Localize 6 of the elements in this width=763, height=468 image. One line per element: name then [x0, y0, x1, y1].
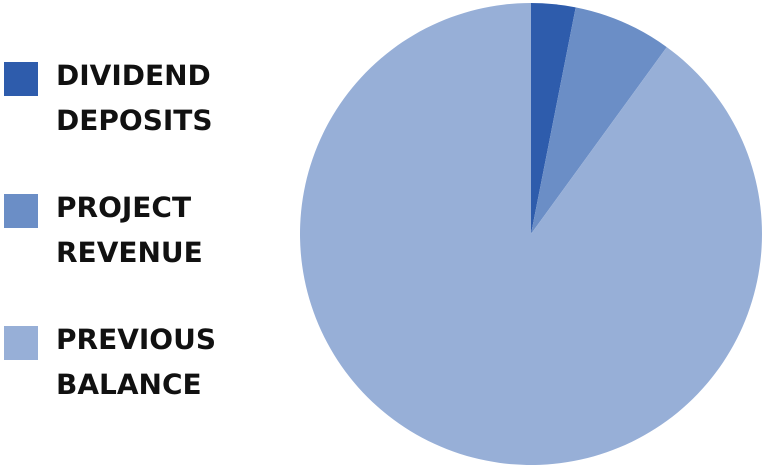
- legend-label: DIVIDEND DEPOSITS: [56, 59, 213, 137]
- pie-slice: [531, 7, 667, 234]
- pie-slice: [300, 3, 762, 465]
- legend-label: PREVIOUS BALANCE: [56, 323, 216, 401]
- pie-slice: [531, 3, 576, 234]
- legend-label: PROJECT REVENUE: [56, 191, 203, 269]
